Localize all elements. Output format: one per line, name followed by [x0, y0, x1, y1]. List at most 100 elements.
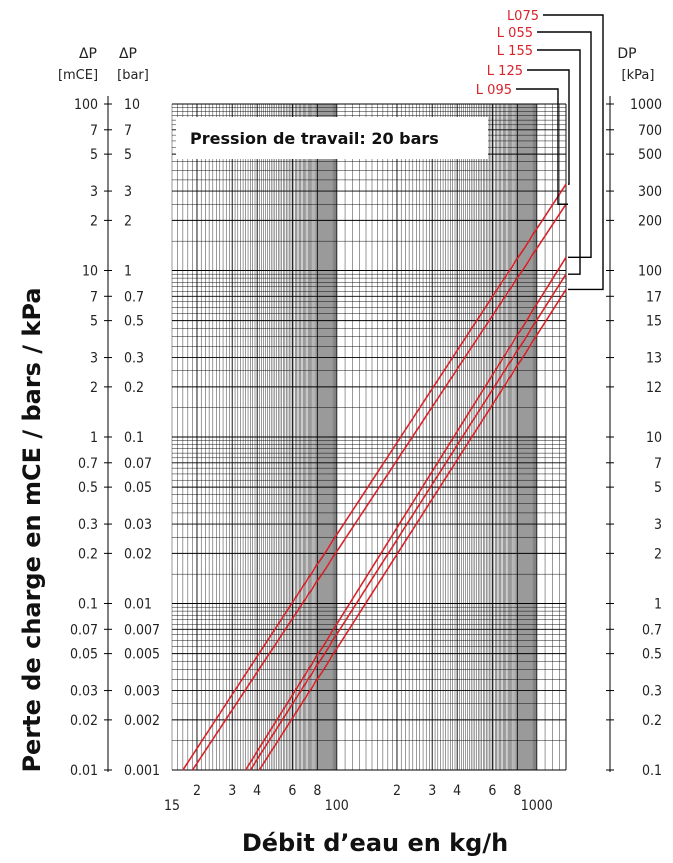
y-tick-mce: 5: [90, 314, 98, 330]
y-tick-kpa: 1000: [630, 97, 662, 113]
x-tick-label: 6: [488, 783, 496, 799]
legend-leader: [516, 88, 568, 205]
y-tick-mce: 0.2: [78, 546, 98, 562]
y-tick-bar: 0.02: [124, 546, 152, 562]
y-tick-bar: 2: [124, 213, 132, 229]
y-tick-kpa: 2: [654, 546, 662, 562]
series-line: [244, 256, 567, 771]
y-tick-kpa: 1: [654, 597, 662, 613]
y-tick-mce: 2: [90, 380, 98, 396]
y-tick-mce: 7: [90, 289, 98, 305]
y-axis-mce-unit: [mCE]: [58, 68, 98, 83]
series-line: [182, 183, 567, 771]
y-tick-bar: 0.002: [124, 713, 160, 729]
y-tick-kpa: 0.3: [642, 684, 662, 700]
y-axis-mce-name: ΔP: [79, 46, 97, 62]
y-tick-kpa: 0.5: [642, 647, 662, 663]
y-tick-mce: 2: [90, 213, 98, 229]
y-tick-mce: 3: [90, 351, 98, 367]
y-axis-kpa-unit: [kPa]: [622, 68, 655, 83]
y-tick-mce: 0.03: [70, 684, 98, 700]
y-tick-bar: 1: [124, 264, 132, 280]
y-tick-kpa: 5: [654, 480, 662, 496]
y-tick-bar: 0.001: [124, 763, 160, 779]
annotation-background: [176, 117, 488, 159]
y-tick-bar: 0.1: [124, 430, 144, 446]
y-tick-mce: 0.5: [78, 480, 98, 496]
y-tick-kpa: 500: [638, 147, 662, 163]
y-tick-kpa: 0.7: [642, 622, 662, 638]
y-tick-mce: 0.7: [78, 456, 98, 472]
y-axis-title: Perte de charge en mCE / bars / kPa: [18, 287, 46, 772]
y-tick-bar: 0.03: [124, 517, 152, 533]
y-tick-kpa: 200: [638, 213, 662, 229]
y-tick-bar: 0.05: [124, 480, 152, 496]
y-tick-bar: 0.01: [124, 597, 152, 613]
y-tick-bar: 0.003: [124, 684, 160, 700]
series-line: [249, 273, 567, 771]
x-axis-title: Débit d’eau en kg/h: [242, 829, 508, 857]
y-tick-bar: 0.5: [124, 314, 144, 330]
y-tick-mce: 0.05: [70, 647, 98, 663]
annotation-box: Pression de travail: 20 bars: [176, 117, 488, 159]
y-tick-kpa: 13: [646, 351, 662, 367]
y-axis-kpa-name: DP: [617, 46, 636, 62]
y-tick-mce: 7: [90, 123, 98, 139]
grid: [171, 103, 567, 771]
x-tick-label: 15: [164, 798, 180, 814]
y-tick-bar: 3: [124, 184, 132, 200]
x-tick-label: 3: [228, 783, 236, 799]
y-tick-bar: 0.2: [124, 380, 144, 396]
annotation-text: Pression de travail: 20 bars: [190, 129, 439, 148]
y-tick-bar: 10: [124, 97, 140, 113]
x-tick-label: 8: [513, 783, 521, 799]
legend-leader: [527, 69, 570, 185]
y-tick-kpa: 0.2: [642, 713, 662, 729]
legend-leader: [543, 14, 604, 291]
y-tick-mce: 0.3: [78, 517, 98, 533]
legend-label: L 125: [487, 64, 523, 79]
x-tick-label: 3: [428, 783, 436, 799]
y-tick-mce: 100: [74, 97, 98, 113]
legend-label: L075: [507, 9, 539, 24]
left-axis-headers: ΔP [mCE] ΔP [bar] DP [kPa]: [58, 46, 655, 83]
y-tick-bar: 0.005: [124, 647, 160, 663]
x-tick-label: 2: [393, 783, 401, 799]
y-tick-kpa: 100: [638, 264, 662, 280]
y-tick-kpa: 10: [646, 430, 662, 446]
y-tick-bar: 0.7: [124, 289, 144, 305]
y-tick-mce: 5: [90, 147, 98, 163]
series-lines: [182, 183, 567, 771]
x-tick-label: 2: [193, 783, 201, 799]
legend-callouts: L075 L 055 L 155 L 125 L 095: [476, 9, 604, 291]
x-tick-label: 4: [253, 783, 261, 799]
y-axis-bar-name: ΔP: [119, 46, 137, 62]
y-tick-bar: 0.07: [124, 456, 152, 472]
y-tick-mce: 0.02: [70, 713, 98, 729]
y-tick-kpa: 700: [638, 123, 662, 139]
legend-label: L 155: [497, 44, 533, 59]
axes: 100 7 5 3 2 10 7 5 3 2 1 0.7 0.5 0.3 0.2 0.1 0.07 0.05 0.0…: [70, 96, 662, 814]
series-line: [258, 288, 567, 771]
y-tick-mce: 0.1: [78, 597, 98, 613]
x-tick-label: 4: [453, 783, 461, 799]
y-tick-kpa: 300: [638, 184, 662, 200]
y-tick-kpa: 3: [654, 517, 662, 533]
y-tick-mce: 0.07: [70, 622, 98, 638]
legend-leader: [537, 49, 581, 275]
y-tick-kpa: 0.1: [642, 763, 662, 779]
series-line: [191, 203, 567, 771]
y-tick-kpa: 12: [646, 380, 662, 396]
legend-label: L 055: [497, 26, 533, 41]
x-tick-label: 8: [313, 783, 321, 799]
y-tick-bar: 0.007: [124, 622, 160, 638]
y-tick-kpa: 17: [646, 289, 662, 305]
x-tick-label: 6: [288, 783, 296, 799]
y-tick-mce: 1: [90, 430, 98, 446]
y-tick-bar: 7: [124, 123, 132, 139]
y-tick-bar: 0.3: [124, 351, 144, 367]
y-tick-kpa: 15: [646, 314, 662, 330]
legend-label: L 095: [476, 83, 512, 98]
y-tick-mce: 0.01: [70, 763, 98, 779]
